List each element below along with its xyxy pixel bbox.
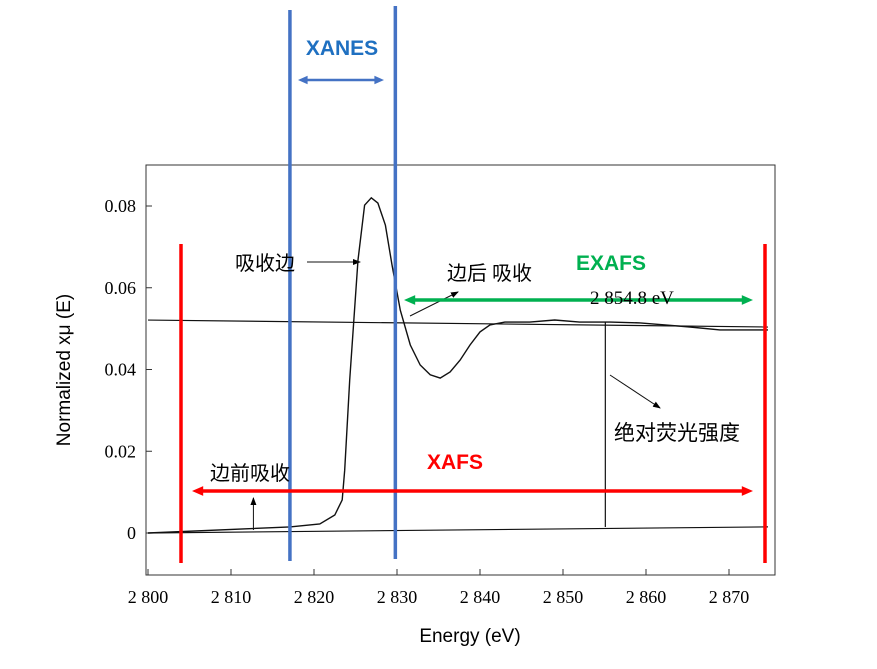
xafs-arrow-head-left: [192, 486, 204, 496]
exafs-arrow-head-left: [404, 295, 416, 305]
y-axis-label: Normalized xμ (E): [54, 294, 75, 446]
y-tick-label: 0.06: [105, 278, 137, 298]
x-tick-label: 2 860: [626, 587, 667, 607]
x-tick-label: 2 870: [709, 587, 750, 607]
y-tick-label: 0.08: [105, 196, 137, 216]
annotation-post-edge: 边后 吸收: [447, 262, 532, 285]
xafs-arrow-head-right: [741, 486, 753, 496]
exafs-label: EXAFS: [576, 252, 646, 275]
x-tick-label: 2 820: [294, 587, 335, 607]
post-edge-baseline: [147, 319, 769, 328]
x-tick-label: 2 830: [377, 587, 418, 607]
x-tick-label: 2 840: [460, 587, 501, 607]
x-tick-label: 2 810: [211, 587, 252, 607]
y-tick-label: 0.02: [105, 441, 137, 461]
plot-frame: [145, 164, 776, 576]
x-axis-label: Energy (eV): [419, 626, 520, 647]
y-tick-label: 0.04: [105, 360, 137, 380]
pre-edge-baseline: [147, 526, 769, 534]
fluorescence-arrow: [609, 374, 661, 409]
annotation-absorption-edge: 吸收边: [235, 252, 295, 275]
xanes-label: XANES: [306, 37, 378, 60]
annotation-fluorescence: 绝对荧光强度: [614, 421, 740, 445]
y-tick-label: 0: [127, 523, 136, 543]
exafs-arrow-head-right: [741, 295, 753, 305]
annotation-edge-energy: 2 854.8 eV: [590, 288, 674, 309]
x-tick-label: 2 850: [543, 587, 584, 607]
x-tick-label: 2 800: [128, 587, 169, 607]
annotation-pre-edge: 边前吸收: [210, 462, 290, 485]
xafs-label: XAFS: [427, 451, 483, 474]
absorption-curve: [147, 196, 768, 534]
post-edge-arrow: [409, 291, 459, 317]
xanes-arrow-head-right: [374, 75, 384, 85]
xanes-arrow-head-left: [298, 75, 308, 85]
